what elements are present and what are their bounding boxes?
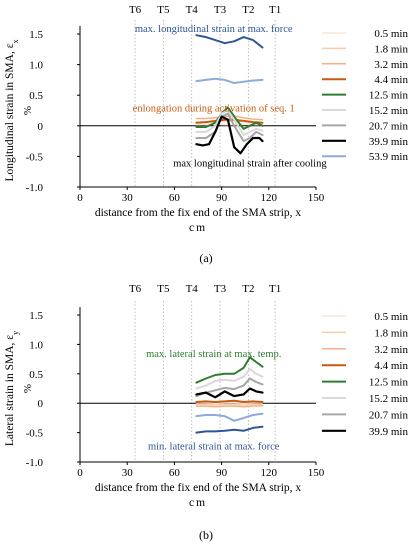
series-line — [195, 115, 264, 155]
sensor-label: T3 — [214, 4, 227, 16]
y-tick-label: 1.0 — [29, 60, 43, 72]
legend-label: 15.2 min — [369, 105, 409, 117]
x-axis-label-unit: cm — [189, 222, 207, 234]
x-tick-label: 0 — [77, 192, 83, 204]
series-line — [195, 401, 264, 404]
series-line — [195, 356, 264, 384]
y-tick-label: 0 — [38, 398, 44, 410]
y-tick-label: -0.5 — [26, 151, 44, 163]
y-axis-unit: % — [22, 106, 34, 115]
y-tick-label: 1.0 — [29, 339, 43, 351]
series-line — [195, 34, 264, 49]
x-tick-label: 120 — [261, 192, 278, 204]
legend-label: 53.9 min — [369, 151, 409, 163]
y-tick-label: 0.5 — [29, 90, 43, 102]
annotation-text: min. lateral strain at max. force — [148, 442, 280, 453]
x-tick-label: 30 — [122, 192, 134, 204]
y-axis-unit: % — [22, 384, 34, 393]
panel-label: (b) — [199, 528, 213, 542]
sensor-label: T1 — [269, 4, 281, 16]
y-tick-label: 0 — [38, 121, 44, 133]
y-axis-label-text: Longitudinal strain in SMA, ε — [4, 43, 16, 181]
legend-label: 1.8 min — [374, 327, 408, 339]
sensor-label: T4 — [186, 4, 199, 16]
chart-panel-b: T6 T5 T4 T3 T2 T1 -1.0 -0.5 0 0.5 1.0 1.5 0 30 60 90 120… — [4, 283, 408, 542]
legend-label: 20.7 min — [369, 120, 409, 132]
y-tick-label: 1.5 — [29, 29, 43, 41]
annotation-text: max. lateral strain at max. temp. — [146, 349, 281, 360]
y-tick-label: -1.0 — [26, 457, 44, 469]
legend-label: 1.8 min — [374, 43, 408, 55]
series-line — [195, 412, 264, 422]
y-axis-label-text: Lateral strain in SMA, ε — [4, 335, 16, 446]
y-tick-label: -1.0 — [26, 182, 44, 194]
annotation-text: enlongation during activation of seq. 1 — [133, 103, 295, 114]
series-line — [195, 368, 264, 390]
series-line — [195, 425, 264, 434]
series-line — [195, 404, 264, 408]
y-axis-label: Lateral strain in SMA, εy — [4, 331, 20, 446]
legend-label: 3.2 min — [374, 344, 408, 356]
sensor-label: T5 — [157, 4, 170, 16]
sensor-label: T3 — [214, 283, 227, 295]
annotation-text: max longitudinal strain after cooling — [173, 159, 327, 170]
y-axis-label: Longitudinal strain in SMA, εx — [4, 39, 20, 181]
x-tick-label: 0 — [77, 467, 83, 479]
series-line — [195, 106, 264, 130]
x-tick-label: 60 — [169, 192, 181, 204]
x-tick-label: 150 — [308, 467, 325, 479]
legend-label: 0.5 min — [374, 28, 408, 40]
y-tick-label: -0.5 — [26, 428, 44, 440]
legend-label: 4.4 min — [374, 360, 408, 372]
legend-label: 39.9 min — [369, 136, 409, 148]
x-tick-label: 60 — [169, 467, 181, 479]
legend-label: 15.2 min — [369, 393, 409, 405]
series-line — [195, 387, 264, 399]
x-tick-label: 90 — [216, 467, 228, 479]
x-tick-label: 30 — [122, 467, 134, 479]
sensor-label: T2 — [242, 4, 254, 16]
legend-label: 12.5 min — [369, 377, 409, 389]
x-axis-label-unit: cm — [189, 497, 207, 509]
panel-label: (a) — [199, 251, 212, 265]
sensor-label: T2 — [242, 283, 254, 295]
series-line — [195, 399, 264, 403]
sensor-label: T6 — [129, 4, 142, 16]
series-line — [195, 77, 264, 84]
x-axis-label: distance from the fix end of the SMA str… — [95, 207, 302, 219]
x-axis-label: distance from the fix end of the SMA str… — [95, 482, 302, 494]
chart-panel-a: T6 T5 T4 T3 T2 T1 -1.0 -0.5 0 0.5 1.0 1.5 0 30 60 90 120… — [4, 4, 408, 265]
y-tick-label: 1.5 — [29, 310, 43, 322]
legend-label: 20.7 min — [369, 409, 409, 421]
series-line — [195, 112, 264, 143]
legend-label: 12.5 min — [369, 90, 409, 102]
sensor-label: T1 — [269, 283, 281, 295]
legend-label: 4.4 min — [374, 74, 408, 86]
sensor-label: T4 — [186, 283, 199, 295]
y-axis-label-subscript: x — [11, 39, 20, 43]
y-tick-label: 0.5 — [29, 369, 43, 381]
x-tick-label: 90 — [216, 192, 228, 204]
series-line — [195, 403, 264, 406]
x-tick-label: 120 — [261, 467, 278, 479]
series-line — [195, 377, 264, 398]
y-axis-label-subscript: y — [11, 331, 20, 335]
legend-label: 0.5 min — [374, 311, 408, 323]
sensor-label: T6 — [129, 283, 142, 295]
series-line — [195, 109, 264, 136]
sensor-label: T5 — [157, 283, 170, 295]
annotation-text: max. longitudinal strain at max. force — [135, 24, 293, 35]
x-tick-label: 150 — [308, 192, 325, 204]
legend-label: 3.2 min — [374, 59, 408, 71]
legend-label: 39.9 min — [369, 426, 409, 438]
series-line — [195, 118, 264, 124]
